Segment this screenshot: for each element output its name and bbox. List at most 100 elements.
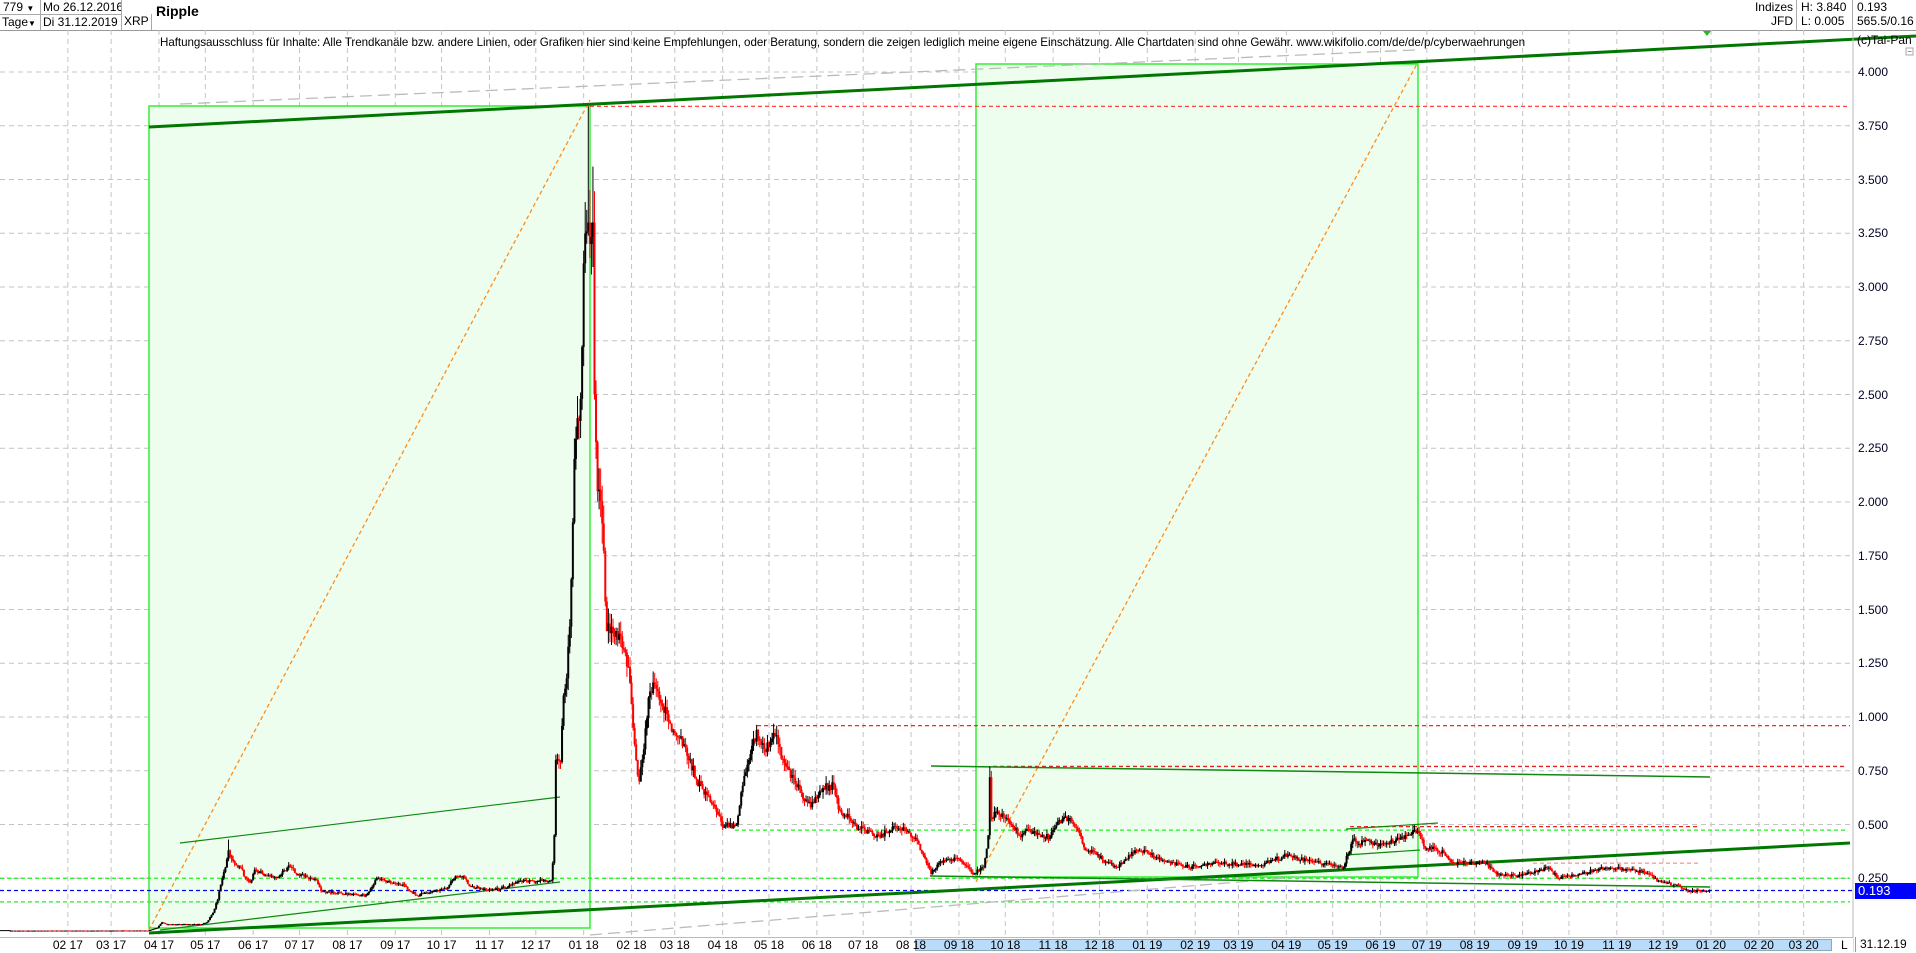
candle[interactable]: [842, 812, 845, 819]
candle[interactable]: [854, 818, 857, 827]
candle[interactable]: [422, 891, 425, 895]
candle[interactable]: [1263, 860, 1266, 868]
candle[interactable]: [882, 832, 885, 839]
candle[interactable]: [1682, 887, 1685, 891]
candle[interactable]: [717, 808, 720, 816]
candle[interactable]: [1201, 863, 1204, 866]
candle[interactable]: [1706, 890, 1709, 893]
candle[interactable]: [811, 795, 814, 810]
candle[interactable]: [241, 864, 244, 871]
candle[interactable]: [1231, 858, 1234, 869]
candle[interactable]: [1472, 860, 1475, 866]
candle[interactable]: [1445, 853, 1448, 858]
candle[interactable]: [1132, 850, 1135, 857]
candle[interactable]: [201, 924, 204, 926]
candle[interactable]: [1297, 857, 1300, 861]
candle[interactable]: [1538, 867, 1541, 873]
candle[interactable]: [125, 930, 128, 932]
candle[interactable]: [961, 858, 964, 865]
candle[interactable]: [1107, 859, 1110, 865]
candle[interactable]: [939, 859, 942, 867]
candle[interactable]: [794, 770, 797, 790]
candle[interactable]: [1638, 867, 1641, 876]
candle[interactable]: [615, 627, 618, 646]
candle[interactable]: [681, 736, 684, 749]
candle[interactable]: [825, 776, 828, 795]
candle[interactable]: [760, 738, 763, 749]
candle[interactable]: [227, 839, 230, 862]
candle[interactable]: [1022, 830, 1025, 836]
candle[interactable]: [1606, 866, 1609, 871]
candle[interactable]: [735, 822, 738, 827]
candle[interactable]: [1574, 874, 1577, 877]
candle[interactable]: [315, 878, 318, 881]
candle[interactable]: [947, 856, 950, 861]
candle[interactable]: [822, 784, 825, 799]
candle[interactable]: [933, 869, 936, 873]
candle[interactable]: [1154, 855, 1157, 861]
candle[interactable]: [483, 887, 486, 891]
candle[interactable]: [420, 891, 423, 897]
candle[interactable]: [185, 923, 188, 926]
candle[interactable]: [303, 873, 306, 879]
candle[interactable]: [1183, 866, 1186, 868]
candle[interactable]: [1694, 891, 1697, 893]
candle[interactable]: [287, 862, 290, 871]
candle[interactable]: [871, 829, 874, 836]
candle[interactable]: [74, 930, 77, 932]
candle[interactable]: [51, 930, 54, 932]
candle[interactable]: [885, 828, 888, 834]
candle[interactable]: [1186, 861, 1189, 869]
candle[interactable]: [1274, 856, 1277, 862]
candle[interactable]: [452, 877, 455, 882]
candle[interactable]: [638, 769, 641, 785]
candle[interactable]: [1293, 853, 1296, 861]
candle[interactable]: [508, 883, 511, 888]
candle[interactable]: [641, 754, 644, 776]
candle[interactable]: [618, 622, 621, 644]
candle[interactable]: [262, 873, 265, 877]
candle[interactable]: [482, 887, 485, 891]
candle[interactable]: [462, 875, 465, 880]
trendline-support[interactable]: [148, 841, 1851, 935]
candle[interactable]: [1368, 838, 1371, 846]
candle[interactable]: [79, 930, 82, 932]
candle[interactable]: [380, 877, 383, 882]
candle[interactable]: [1331, 863, 1334, 869]
candle[interactable]: [599, 468, 602, 518]
candle[interactable]: [1487, 862, 1490, 870]
candle[interactable]: [1310, 857, 1313, 864]
candle[interactable]: [1265, 860, 1268, 864]
candle[interactable]: [196, 923, 199, 926]
candle[interactable]: [559, 759, 562, 769]
candle[interactable]: [642, 743, 645, 763]
candle[interactable]: [207, 920, 210, 923]
candle[interactable]: [530, 880, 533, 882]
candle[interactable]: [369, 887, 372, 893]
candle[interactable]: [795, 780, 798, 792]
candle[interactable]: [145, 930, 148, 932]
candle[interactable]: [236, 864, 239, 869]
candle[interactable]: [571, 518, 574, 588]
candle[interactable]: [1157, 853, 1160, 861]
candle[interactable]: [307, 877, 310, 881]
candle[interactable]: [1126, 858, 1129, 861]
candle[interactable]: [1357, 840, 1360, 848]
candle[interactable]: [1036, 829, 1039, 839]
candle[interactable]: [485, 888, 488, 892]
candle[interactable]: [440, 887, 443, 891]
candle[interactable]: [1512, 872, 1515, 878]
candle[interactable]: [991, 816, 994, 822]
candle[interactable]: [1306, 858, 1309, 863]
candle[interactable]: [1181, 863, 1184, 870]
candle[interactable]: [103, 930, 106, 932]
candle[interactable]: [903, 823, 906, 834]
candle[interactable]: [159, 923, 162, 927]
candle[interactable]: [667, 710, 670, 730]
candle[interactable]: [721, 816, 724, 831]
candle[interactable]: [1634, 868, 1637, 874]
candle[interactable]: [451, 878, 454, 884]
candle[interactable]: [703, 788, 706, 799]
candle[interactable]: [1442, 848, 1445, 854]
candle[interactable]: [432, 889, 435, 893]
